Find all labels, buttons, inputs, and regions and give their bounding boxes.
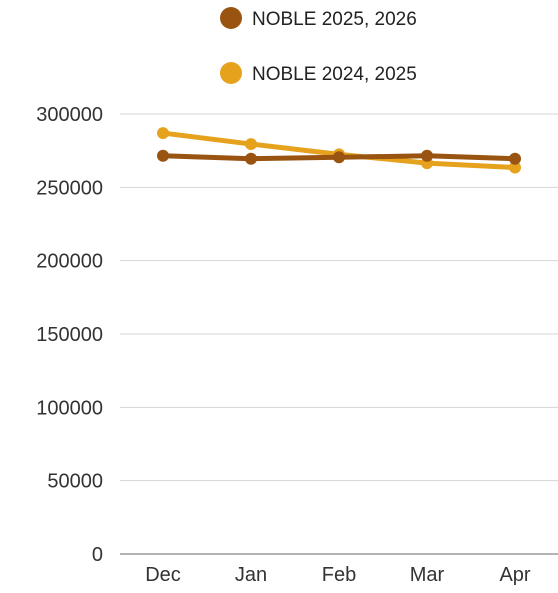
data-point[interactable]	[245, 152, 257, 165]
legend-marker-icon	[220, 7, 242, 29]
y-tick-label: 300000	[36, 104, 103, 126]
data-point[interactable]	[333, 151, 345, 164]
y-tick-label: 200000	[36, 251, 103, 273]
legend-marker-icon	[220, 62, 242, 84]
legend-label: NOBLE 2025, 2026	[252, 9, 417, 30]
legend-item[interactable]: NOBLE 2025, 2026	[220, 7, 417, 30]
y-tick-label: 150000	[36, 324, 103, 346]
series-0	[157, 149, 521, 165]
series-1	[157, 127, 521, 174]
grid-layer	[120, 113, 558, 555]
x-axis-ticks: Dec Jan Feb Mar Apr	[145, 564, 531, 586]
data-point[interactable]	[509, 152, 521, 165]
legend[interactable]: NOBLE 2025, 2026 NOBLE 2024, 2025	[220, 7, 417, 85]
x-tick-label: Dec	[145, 564, 181, 586]
series-layer	[157, 127, 521, 174]
y-tick-label: 50000	[47, 471, 103, 493]
x-tick-label: Feb	[322, 564, 356, 586]
x-tick-label: Mar	[410, 564, 445, 586]
legend-item[interactable]: NOBLE 2024, 2025	[220, 62, 417, 85]
y-tick-label: 250000	[36, 177, 103, 199]
data-point[interactable]	[245, 138, 257, 151]
data-point[interactable]	[157, 127, 169, 140]
y-tick-label: 0	[92, 544, 103, 566]
data-point[interactable]	[157, 149, 169, 162]
data-point[interactable]	[509, 161, 521, 174]
x-tick-label: Apr	[499, 564, 530, 586]
y-axis-ticks: 0 50000 100000 150000 200000 250000 300000	[36, 104, 103, 566]
legend-label: NOBLE 2024, 2025	[252, 64, 417, 85]
x-tick-label: Jan	[235, 564, 267, 586]
data-point[interactable]	[421, 149, 433, 162]
y-tick-label: 100000	[36, 397, 103, 419]
